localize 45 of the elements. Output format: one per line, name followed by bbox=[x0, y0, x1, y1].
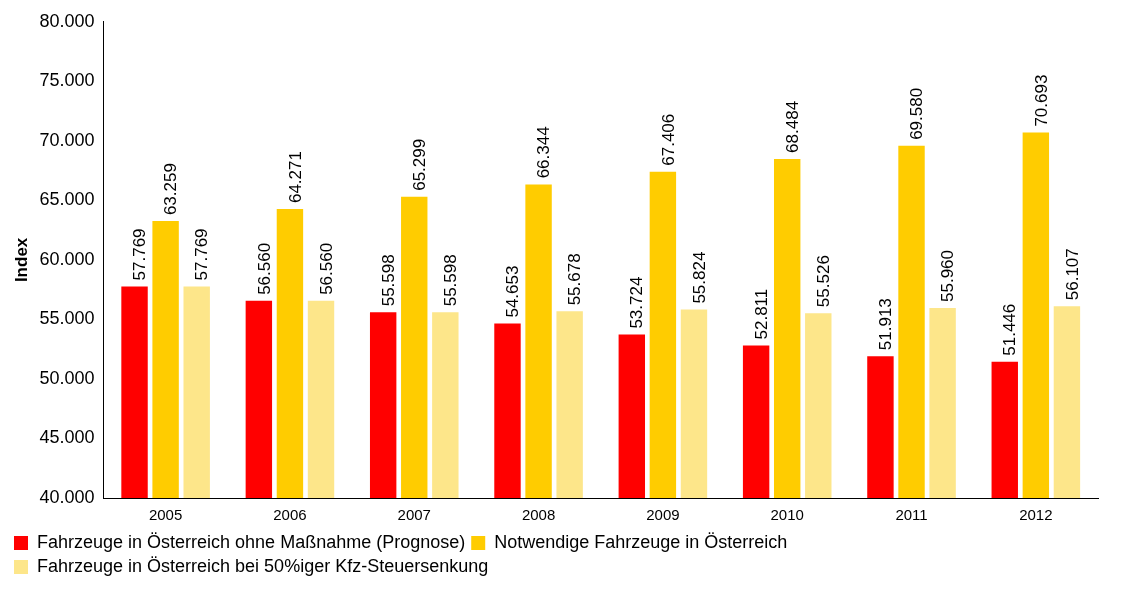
legend-label: Fahrzeuge in Österreich ohne Maßnahme (Prognose) bbox=[37, 531, 466, 552]
legend-label: Fahrzeuge in Österreich bei 50%iger Kfz-Steuersenkung bbox=[37, 555, 489, 576]
data-label: 53.724 bbox=[627, 276, 647, 329]
data-label: 55.598 bbox=[378, 254, 398, 307]
x-tick-label: 2009 bbox=[646, 506, 680, 524]
data-label: 52.811 bbox=[751, 288, 771, 340]
data-label: 56.107 bbox=[1062, 248, 1082, 301]
y-tick-label: 45.000 bbox=[39, 427, 95, 448]
data-label: 55.824 bbox=[689, 251, 709, 304]
x-tick-label: 2012 bbox=[1019, 506, 1053, 524]
y-tick-label: 75.000 bbox=[39, 70, 95, 91]
data-label: 64.271 bbox=[285, 151, 305, 204]
x-tick-label: 2007 bbox=[397, 506, 431, 524]
data-label: 57.769 bbox=[130, 228, 150, 281]
y-tick-label: 70.000 bbox=[39, 129, 95, 150]
data-label: 55.960 bbox=[938, 250, 958, 302]
data-label: 51.913 bbox=[876, 298, 896, 351]
data-label: 68.484 bbox=[782, 100, 802, 153]
data-label: 69.580 bbox=[907, 87, 927, 140]
x-tick-label: 2011 bbox=[895, 506, 928, 524]
data-label: 55.526 bbox=[813, 255, 833, 308]
data-label: 65.299 bbox=[409, 138, 429, 191]
y-tick-label: 55.000 bbox=[39, 308, 95, 329]
y-axis-title: Index bbox=[11, 237, 31, 283]
y-tick-label: 60.000 bbox=[39, 248, 95, 269]
data-label: 56.560 bbox=[254, 242, 274, 295]
data-label: 70.693 bbox=[1031, 74, 1051, 127]
y-tick-label: 50.000 bbox=[39, 367, 95, 388]
data-label: 56.560 bbox=[316, 242, 336, 295]
data-label: 63.259 bbox=[161, 163, 181, 216]
legend-label: Notwendige Fahrzeuge in Österreich bbox=[494, 531, 788, 552]
x-tick-label: 2008 bbox=[521, 506, 556, 524]
data-label: 57.769 bbox=[192, 228, 212, 281]
data-label: 67.406 bbox=[658, 113, 678, 166]
y-tick-label: 65.000 bbox=[39, 189, 95, 210]
data-label: 55.678 bbox=[565, 253, 585, 306]
data-label: 51.446 bbox=[1000, 303, 1020, 356]
y-tick-label: 80.000 bbox=[39, 10, 95, 31]
x-tick-label: 2005 bbox=[148, 506, 183, 524]
data-label: 54.653 bbox=[503, 265, 523, 318]
y-tick-label: 40.000 bbox=[39, 486, 95, 507]
data-label: 66.344 bbox=[534, 126, 554, 179]
data-label: 55.598 bbox=[441, 254, 461, 307]
x-tick-label: 2006 bbox=[273, 506, 307, 524]
x-tick-label: 2010 bbox=[770, 506, 804, 524]
